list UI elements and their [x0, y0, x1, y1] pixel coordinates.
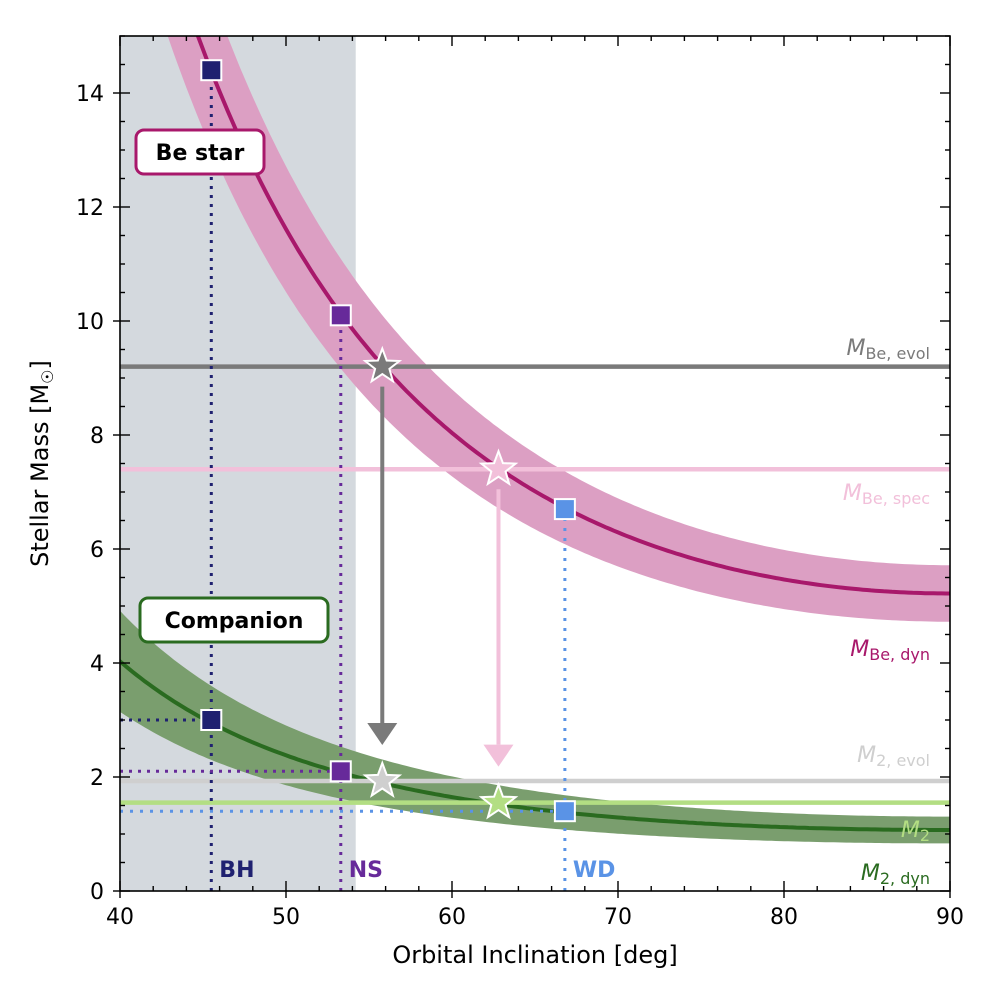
y-tick-label: 8 [90, 424, 104, 449]
x-tick-label: 80 [770, 905, 798, 930]
label-main: M [843, 481, 862, 506]
region-label-BH: BH [219, 858, 254, 883]
be-star-label: Be star [156, 141, 245, 166]
curve-M_Be,dyn [195, 36, 950, 596]
y-axis-title-main: Stellar Mass [M [26, 384, 54, 567]
x-tick-label: 60 [438, 905, 466, 930]
line-layer [120, 36, 950, 832]
label-subscript: 2, evol [876, 751, 930, 770]
arrow-head-evol [367, 722, 398, 745]
y-tick-label: 0 [90, 880, 104, 905]
x-axis-title: Orbital Inclination [deg] [392, 941, 677, 969]
star-spec-companion [478, 781, 519, 820]
marker-NS-be [329, 304, 352, 327]
label-subscript: Be, dyn [869, 645, 930, 664]
label-M_Be,dyn: MBe, dyn [850, 637, 930, 664]
label-main: M [901, 818, 920, 843]
label-main: M [846, 336, 865, 361]
marker-BH-be [200, 59, 223, 82]
label-M_2,evol: M2, evol [857, 743, 930, 770]
label-subscript: 2 [920, 826, 930, 845]
marker-BH-companion [200, 709, 223, 731]
region-label-WD: WD [573, 858, 616, 883]
label-main: M [861, 861, 880, 886]
label-M_2: M2 [901, 818, 930, 845]
y-tick-label: 6 [90, 538, 104, 563]
curve-M_2,dyn [120, 658, 950, 832]
x-tick-label: 90 [936, 905, 964, 930]
axis-layer: 40 50 60 70 80 90 0 2 4 6 8 10 12 14 Orbital Inclinati… [26, 35, 964, 969]
label-subscript: Be, spec [862, 489, 930, 508]
y-axis-title-sun-symbol: ☉ [38, 369, 57, 383]
y-axis-title: Stellar Mass [M☉] [26, 360, 57, 567]
label-subscript: Be, evol [865, 344, 930, 363]
marker-NS-companion [329, 760, 352, 783]
y-tick-label: 12 [76, 196, 104, 221]
star-evol-companion [362, 760, 403, 798]
y-tick-label: 4 [90, 652, 104, 677]
marker-layer [200, 59, 576, 823]
y-tick-label: 2 [90, 766, 104, 791]
y-tick-label: 14 [76, 82, 104, 107]
x-tick-label: 40 [106, 905, 134, 930]
label-M_Be,spec: MBe, spec [843, 481, 930, 508]
y-axis-title-bracket: ] [26, 360, 54, 369]
x-tick-label: 70 [604, 905, 632, 930]
be-star-box [134, 128, 266, 176]
marker-WD-companion [553, 800, 576, 823]
companion-label: Companion [165, 609, 304, 634]
x-tick-label: 50 [272, 905, 300, 930]
label-M_2,dyn: M2, dyn [861, 861, 930, 888]
label-M_Be,evol: MBe, evol [846, 336, 930, 363]
label-main: M [857, 743, 876, 768]
y-tick-label: 10 [76, 310, 104, 335]
marker-WD-be [553, 498, 576, 521]
label-subscript: 2, dyn [880, 869, 930, 888]
companion-box [138, 596, 330, 644]
arrow-head-spec [483, 744, 514, 767]
band-M_2,dyn [120, 610, 950, 844]
region-label-NS: NS [349, 858, 383, 883]
star-spec-be [478, 448, 519, 487]
label-main: M [850, 637, 869, 662]
star-evol-be [362, 345, 403, 384]
